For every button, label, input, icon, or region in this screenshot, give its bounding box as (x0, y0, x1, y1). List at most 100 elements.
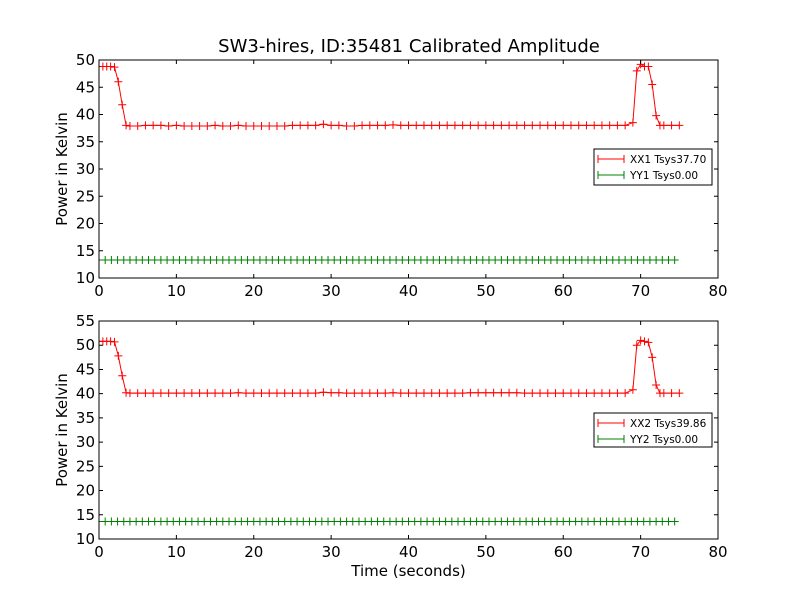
data-point (536, 389, 545, 398)
data-point (652, 111, 661, 120)
data-point (621, 389, 630, 398)
data-point (597, 121, 606, 130)
data-point (133, 389, 142, 398)
y-tick-label: 10 (76, 530, 95, 548)
data-point (613, 121, 622, 130)
data-point (435, 121, 444, 130)
data-point (211, 121, 220, 130)
data-point (520, 389, 529, 398)
legend-marker (597, 419, 625, 427)
x-tick-label: 10 (167, 282, 186, 300)
data-point (652, 380, 661, 389)
x-tick-label: 20 (244, 543, 263, 561)
data-point (675, 389, 684, 398)
data-point (670, 256, 679, 265)
data-point (450, 389, 459, 398)
series-line (99, 63, 680, 127)
data-point (172, 389, 181, 398)
legend-label: XX1 Tsys37.70 (630, 154, 706, 166)
legend-marker (597, 171, 625, 179)
data-point (466, 121, 475, 130)
data-point (350, 389, 359, 398)
data-point (551, 121, 560, 130)
data-point (118, 371, 127, 380)
data-point (319, 120, 328, 129)
data-point (644, 62, 653, 71)
data-point (303, 121, 312, 130)
data-point (106, 62, 115, 71)
data-point (443, 389, 452, 398)
data-point (242, 389, 251, 398)
y-tick-label: 25 (76, 187, 95, 205)
y-tick-label: 50 (76, 51, 95, 69)
data-point (632, 341, 641, 350)
data-point (566, 389, 575, 398)
x-tick-label: 10 (167, 543, 186, 561)
data-point (133, 121, 142, 130)
data-point (450, 121, 459, 130)
data-point (110, 63, 119, 72)
data-point (628, 385, 637, 394)
y-tick-label: 30 (76, 433, 95, 451)
data-point (122, 121, 131, 130)
data-point (334, 388, 343, 397)
series-yy2 (99, 517, 679, 526)
data-point (659, 389, 668, 398)
x-tick-label: 50 (476, 282, 495, 300)
data-point (427, 389, 436, 398)
y-tick-label: 20 (76, 215, 95, 233)
data-point (419, 389, 428, 398)
legend-box (593, 148, 713, 186)
data-point (412, 389, 421, 398)
data-point (110, 337, 119, 346)
data-point (257, 121, 266, 130)
data-point (597, 389, 606, 398)
data-point (667, 389, 676, 398)
data-point (311, 389, 320, 398)
data-point (172, 121, 181, 130)
data-point (419, 121, 428, 130)
data-point (404, 389, 413, 398)
x-tick-label: 80 (708, 543, 727, 561)
data-point (435, 389, 444, 398)
x-tick-label: 50 (476, 543, 495, 561)
data-point (218, 389, 227, 398)
data-point (474, 121, 483, 130)
series-line (99, 339, 680, 394)
data-point (590, 389, 599, 398)
data-point (648, 353, 657, 362)
data-point (257, 389, 266, 398)
data-point (226, 389, 235, 398)
y-axis-label: Power in Kelvin (53, 112, 71, 226)
y-tick-label: 35 (76, 133, 95, 151)
data-point (644, 338, 653, 347)
data-point (319, 388, 328, 397)
data-point (125, 389, 134, 398)
data-point (373, 389, 382, 398)
data-point (412, 121, 421, 130)
x-tick-label: 70 (631, 282, 650, 300)
x-tick-label: 0 (94, 282, 104, 300)
data-point (640, 337, 649, 346)
data-point (489, 121, 498, 130)
data-point (114, 351, 123, 360)
data-point (512, 388, 521, 397)
data-point (512, 121, 521, 130)
data-point (164, 121, 173, 130)
data-point (559, 389, 568, 398)
y-tick-label: 10 (76, 269, 95, 287)
data-point (272, 121, 281, 130)
data-point (187, 389, 196, 398)
data-point (180, 389, 189, 398)
data-point (272, 389, 281, 398)
legend: XX1 Tsys37.70 YY1 Tsys0.00 (593, 148, 713, 186)
data-point (590, 121, 599, 130)
data-point (249, 121, 258, 130)
data-point (497, 388, 506, 397)
y-tick-label: 45 (76, 360, 95, 378)
series-xx1 (99, 60, 684, 130)
data-point (187, 121, 196, 130)
data-point (334, 121, 343, 130)
x-tick-label: 60 (554, 282, 573, 300)
data-point (296, 389, 305, 398)
